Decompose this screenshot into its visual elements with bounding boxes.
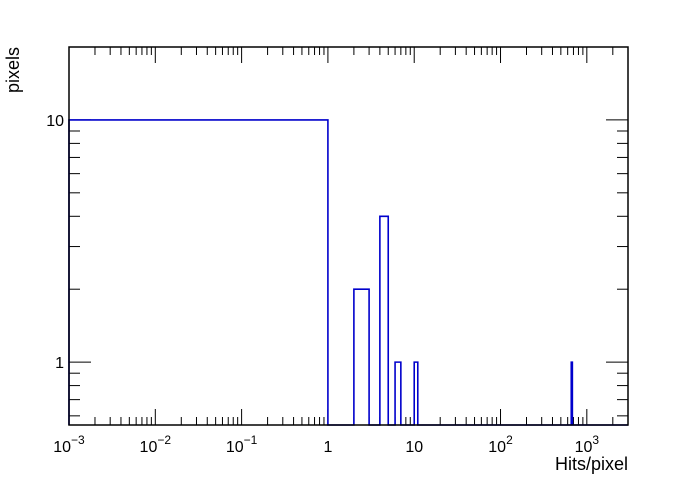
- x-tick-label: 10−3: [53, 433, 85, 456]
- y-axis-title: pixels: [3, 47, 23, 93]
- x-axis-title: Hits/pixel: [555, 454, 628, 474]
- x-tick-label: 10: [405, 439, 423, 456]
- x-tick-label: 103: [575, 433, 600, 456]
- x-tick-label: 10−2: [140, 433, 172, 456]
- y-tick-label: 1: [55, 355, 64, 372]
- y-tick-label: 10: [46, 113, 64, 130]
- x-tick-label: 1: [323, 439, 332, 456]
- tick-labels: 10−3 10−2 10−1 1 10 102 103 1 10: [46, 113, 599, 456]
- x-tick-label: 102: [488, 433, 513, 456]
- x-tick-label: 10−1: [226, 433, 258, 456]
- plot-frame: [68, 46, 629, 426]
